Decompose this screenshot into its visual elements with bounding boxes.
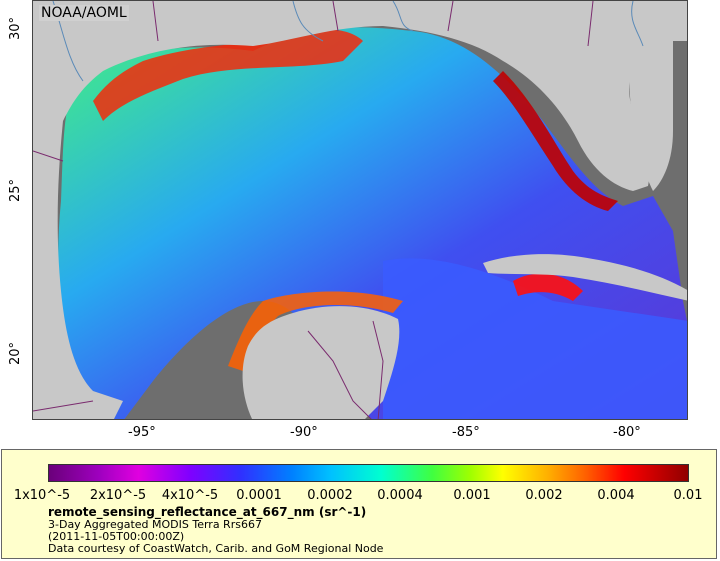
legend-line: (2011-11-05T00:00:00Z) <box>48 530 185 543</box>
x-tick-label: -85° <box>452 425 480 440</box>
x-tick-label: -95° <box>128 425 156 440</box>
map-area[interactable]: NOAA/AOML <box>32 0 688 420</box>
map-canvas <box>33 1 687 419</box>
colorbar-label: 0.001 <box>453 488 491 503</box>
colorbar-label: 0.002 <box>525 488 563 503</box>
coastal-reflectance-yucatan <box>228 291 403 371</box>
caribbean-water <box>383 258 687 419</box>
coastal-reflectance-florida <box>493 71 618 211</box>
x-tick-label: -90° <box>290 425 318 440</box>
colorbar-label: 2x10^-5 <box>89 488 147 503</box>
colorbar <box>48 464 689 482</box>
land-mexico <box>33 121 123 419</box>
y-tick-label: 30° <box>8 16 23 40</box>
y-tick-label: 25° <box>8 178 23 202</box>
land-usa <box>33 1 687 191</box>
coastal-reflectance-north <box>93 29 363 121</box>
land-cuba <box>483 254 687 301</box>
x-tick-label: -80° <box>613 425 641 440</box>
colorbar-label: 0.01 <box>673 488 703 503</box>
colorbar-label: 0.0002 <box>307 488 353 503</box>
colorbar-label: 1x10^-5 <box>13 488 71 503</box>
y-tick-label: 20° <box>8 341 23 365</box>
colorbar-label: 0.0004 <box>377 488 423 503</box>
colorbar-label: 4x10^-5 <box>161 488 219 503</box>
political-borders <box>33 1 594 419</box>
land-yucatan <box>242 306 400 419</box>
legend-line: Data courtesy of CoastWatch, Carib. and … <box>48 542 384 555</box>
legend-title: remote_sensing_reflectance_at_667_nm (sr… <box>48 505 367 519</box>
colorbar-label: 0.0001 <box>236 488 282 503</box>
legend-line: 3-Day Aggregated MODIS Terra Rrs667 <box>48 518 262 531</box>
credit-label: NOAA/AOML <box>39 5 129 21</box>
land-florida <box>629 41 673 191</box>
colorbar-label: 0.004 <box>597 488 635 503</box>
coastal-reflectance-cuba <box>513 273 583 301</box>
